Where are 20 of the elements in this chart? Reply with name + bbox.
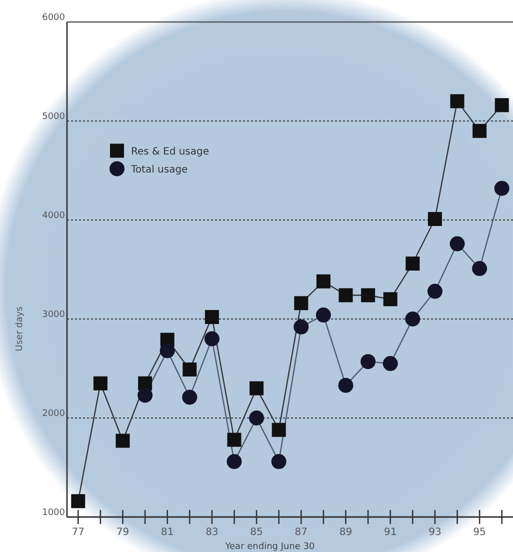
y-tick-label: 5000 bbox=[42, 112, 66, 122]
x-tick-label: 77 bbox=[72, 527, 85, 538]
x-tick-label: 83 bbox=[206, 527, 218, 538]
x-tick-label: 79 bbox=[116, 527, 130, 538]
y-axis-title: User days bbox=[15, 306, 25, 352]
y-tick-label: 6000 bbox=[42, 13, 66, 23]
y-tick-label: 3000 bbox=[42, 310, 66, 320]
x-axis-title: Year ending June 30 bbox=[224, 542, 316, 552]
x-tick-label: 91 bbox=[384, 527, 397, 538]
y-tick-label: 1000 bbox=[42, 508, 66, 518]
x-tick-label: 95 bbox=[473, 527, 486, 538]
y-tick-label: 2000 bbox=[42, 409, 66, 419]
legend-label: Total usage bbox=[130, 164, 188, 176]
x-tick-label: 93 bbox=[428, 527, 442, 538]
x-tick-label: 89 bbox=[339, 527, 352, 538]
x-tick-label: 87 bbox=[294, 527, 308, 538]
x-tick-label: 85 bbox=[250, 527, 263, 538]
legend-label: Res & Ed usage bbox=[131, 146, 210, 158]
y-tick-label: 4000 bbox=[42, 211, 66, 221]
x-tick-label: 81 bbox=[160, 527, 174, 538]
